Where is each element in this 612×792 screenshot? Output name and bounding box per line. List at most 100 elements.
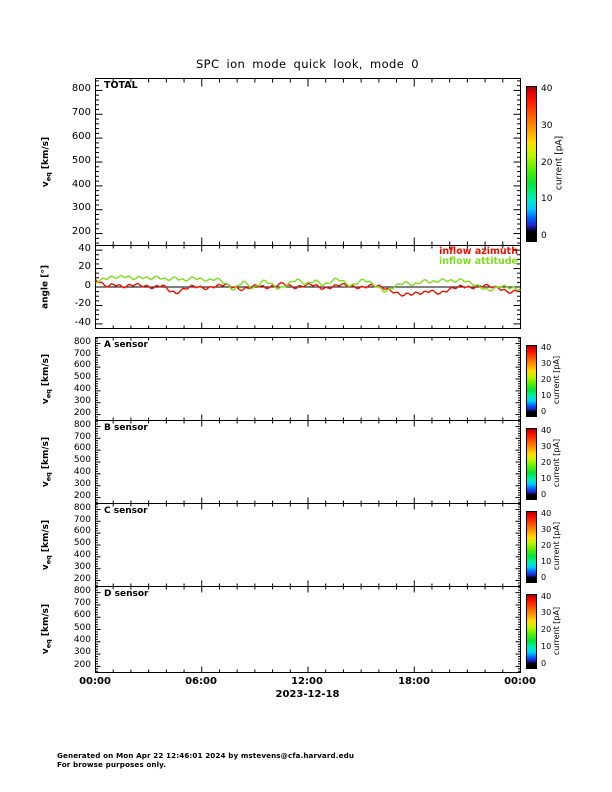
y-tick-label: 300 xyxy=(73,647,91,658)
colorbar-tick-label: 20 xyxy=(541,540,552,550)
x-tick-label: 00:00 xyxy=(504,676,536,687)
y-tick-label: 500 xyxy=(73,455,91,466)
y-tick-label: 700 xyxy=(73,598,91,609)
y-axis-label: veq [km/s] xyxy=(40,519,53,570)
colorbar-tick-label: 10 xyxy=(541,194,553,205)
colorbar-tick-label: 0 xyxy=(541,231,547,242)
colorbar-tick-label: 10 xyxy=(541,390,552,400)
panel-label-a-sensor: A sensor xyxy=(104,340,148,350)
y-tick-label: -40 xyxy=(74,316,91,328)
y-tick-label: 200 xyxy=(73,573,91,584)
y-tick-label: 400 xyxy=(73,635,91,646)
y-tick-label: 40 xyxy=(78,242,91,254)
y-tick-label: 700 xyxy=(73,348,91,359)
x-axis-date-label: 2023-12-18 xyxy=(275,689,340,700)
x-tick-label: 12:00 xyxy=(291,676,323,687)
footer-generated-line: Generated on Mon Apr 22 12:46:01 2024 by… xyxy=(57,751,355,760)
colorbar-tick-label: 40 xyxy=(541,591,552,601)
x-tick-label: 06:00 xyxy=(185,676,217,687)
y-tick-label: 500 xyxy=(73,538,91,549)
colorbar-tick-label: 20 xyxy=(541,157,553,168)
colorbar-tick-label: 40 xyxy=(541,342,552,352)
x-tick-label: 00:00 xyxy=(79,676,111,687)
y-tick-label: 600 xyxy=(73,443,91,454)
y-tick-label: 800 xyxy=(73,419,91,430)
colorbar-axis-label: current [pA] xyxy=(552,521,561,571)
colorbar-axis-label: current [pA] xyxy=(554,135,565,191)
y-tick-label: 500 xyxy=(73,622,91,633)
y-tick-label: 400 xyxy=(73,467,91,478)
colorbar-tick-label: 0 xyxy=(541,489,547,499)
colorbar xyxy=(526,594,537,669)
colorbar-tick-label: 20 xyxy=(541,457,552,467)
y-tick-label: 200 xyxy=(73,659,91,670)
colorbar xyxy=(526,86,537,242)
panel-label-b-sensor: B sensor xyxy=(104,423,148,433)
y-tick-label: 300 xyxy=(73,561,91,572)
y-tick-label: 700 xyxy=(71,106,91,118)
colorbar-tick-label: 0 xyxy=(541,406,547,416)
y-tick-label: 700 xyxy=(73,514,91,525)
colorbar-tick-label: 10 xyxy=(541,473,552,483)
colorbar-axis-label: current [pA] xyxy=(552,438,561,488)
y-tick-label: 300 xyxy=(73,395,91,406)
y-tick-label: 800 xyxy=(73,502,91,513)
footer-browse-line: For browse purposes only. xyxy=(57,759,167,769)
y-tick-label: 400 xyxy=(73,384,91,395)
colorbar-tick-label: 10 xyxy=(541,641,552,651)
y-tick-label: -20 xyxy=(74,298,91,310)
panel-label-c-sensor: C sensor xyxy=(104,506,148,516)
colorbar xyxy=(526,511,537,583)
y-tick-label: 600 xyxy=(73,610,91,621)
panel-total-plot xyxy=(95,78,521,246)
y-axis-label: veq [km/s] xyxy=(40,136,53,187)
y-tick-label: 700 xyxy=(73,431,91,442)
colorbar-tick-label: 20 xyxy=(541,374,552,384)
colorbar-tick-label: 0 xyxy=(541,658,547,668)
colorbar-tick-label: 40 xyxy=(541,425,552,435)
y-axis-label: veq [km/s] xyxy=(40,603,53,655)
panel-a-sensor-plot xyxy=(95,337,521,421)
colorbar-tick-label: 30 xyxy=(541,120,553,131)
y-tick-label: 300 xyxy=(73,478,91,489)
panel-label-d-sensor: D sensor xyxy=(104,589,149,599)
trace-inflow-azimuth xyxy=(94,279,521,297)
y-tick-label: 200 xyxy=(73,490,91,501)
y-axis-label: veq [km/s] xyxy=(40,353,53,404)
y-tick-label: 300 xyxy=(71,202,91,214)
colorbar-tick-label: 30 xyxy=(541,441,552,451)
y-tick-label: 200 xyxy=(73,407,91,418)
y-tick-label: 400 xyxy=(73,550,91,561)
y-tick-label: 20 xyxy=(78,261,91,273)
y-tick-label: 600 xyxy=(73,526,91,537)
colorbar-tick-label: 30 xyxy=(541,524,552,534)
y-tick-label: 800 xyxy=(73,336,91,347)
colorbar xyxy=(526,345,537,417)
colorbar-tick-label: 20 xyxy=(541,625,552,635)
y-tick-label: 400 xyxy=(71,178,91,190)
colorbar-tick-label: 40 xyxy=(541,84,553,95)
colorbar xyxy=(526,428,537,500)
panel-angle-plot xyxy=(94,245,521,329)
y-tick-label: 600 xyxy=(71,130,91,142)
colorbar-axis-label: current [pA] xyxy=(552,606,561,655)
panel-b-sensor-plot xyxy=(95,420,521,504)
panel-label-total: TOTAL xyxy=(104,80,138,91)
colorbar-tick-label: 30 xyxy=(541,608,552,618)
y-axis-label: veq [km/s] xyxy=(40,436,53,487)
colorbar-tick-label: 0 xyxy=(541,572,547,582)
panel-d-sensor-plot xyxy=(95,586,521,673)
colorbar-tick-label: 10 xyxy=(541,556,552,566)
x-tick-label: 18:00 xyxy=(398,676,430,687)
y-tick-label: 800 xyxy=(71,83,91,95)
y-tick-label: 0 xyxy=(84,279,91,291)
y-tick-label: 200 xyxy=(71,226,91,238)
trace-inflow-attitude xyxy=(95,274,521,293)
y-tick-label: 800 xyxy=(73,585,91,596)
legend-inflow-azimuth: inflow azimuth xyxy=(439,246,518,257)
legend-inflow-attitude: inflow attitude xyxy=(439,255,518,267)
colorbar-tick-label: 30 xyxy=(541,358,552,368)
y-tick-label: 500 xyxy=(73,372,91,383)
colorbar-axis-label: current [pA] xyxy=(552,355,561,405)
